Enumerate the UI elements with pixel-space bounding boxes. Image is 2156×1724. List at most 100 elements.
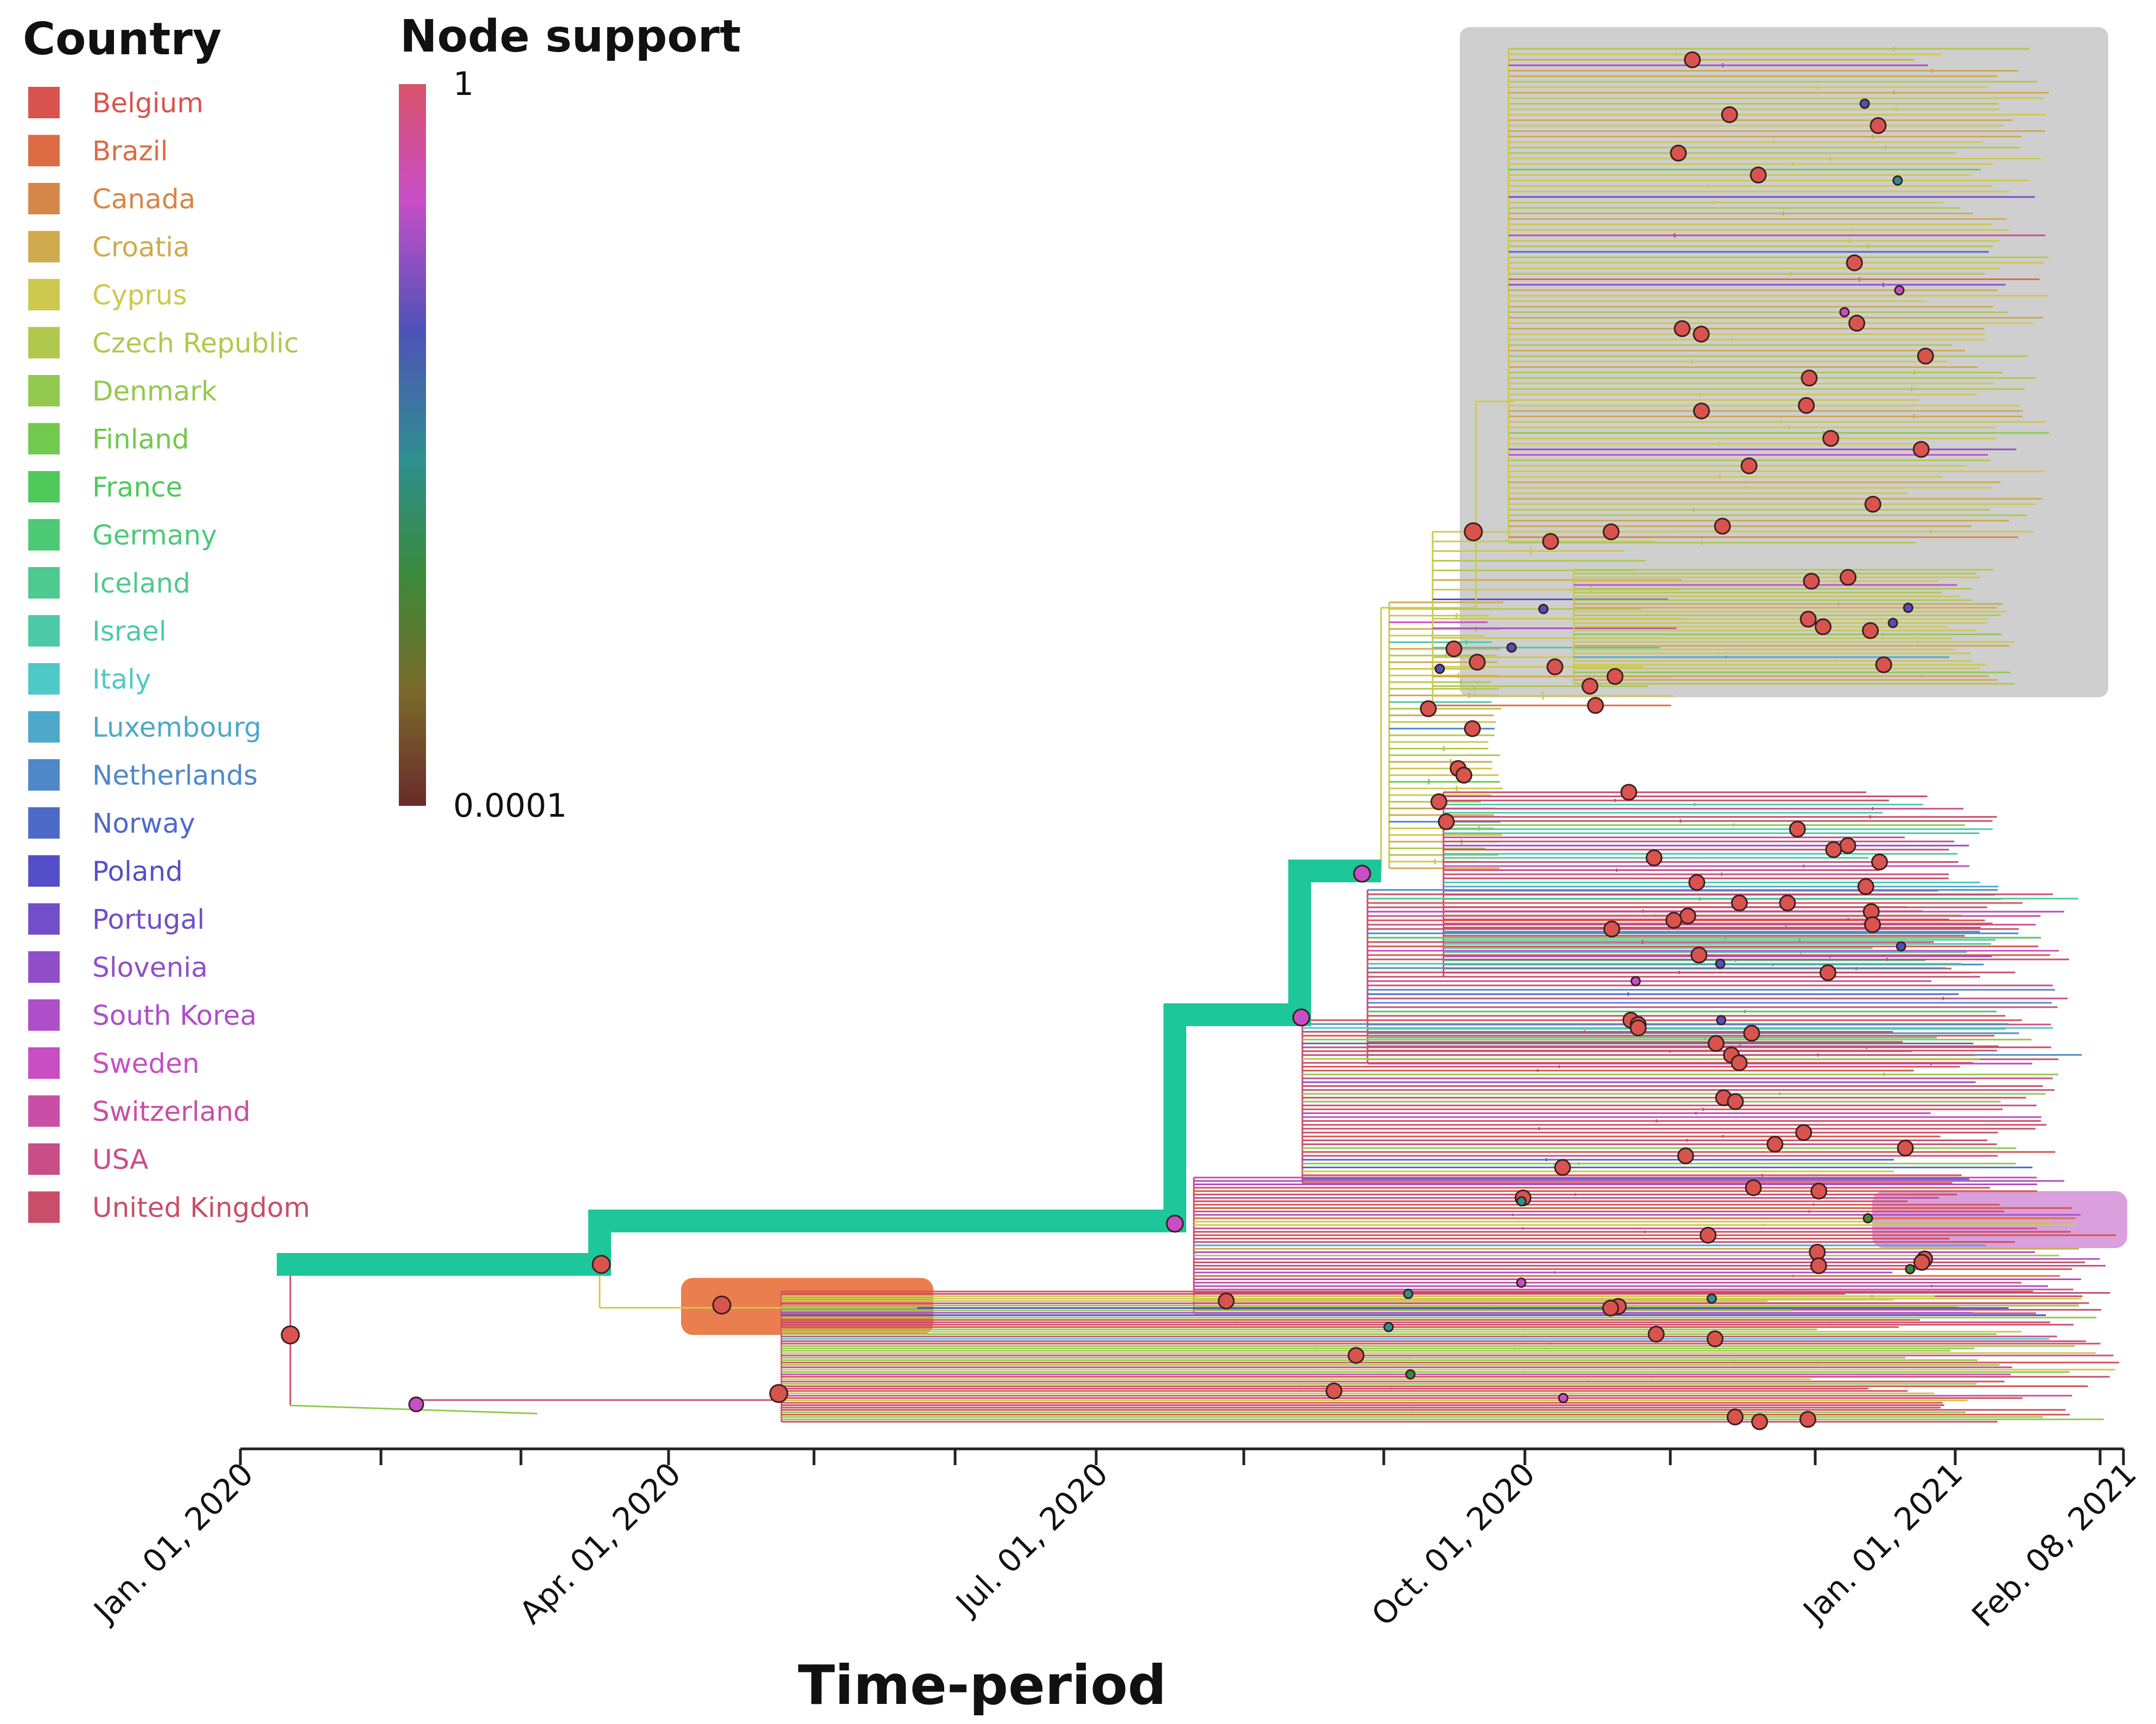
tree-node <box>1405 1369 1416 1380</box>
legend-entry: Czech Republic <box>28 327 299 359</box>
tree-node <box>1688 874 1706 891</box>
legend-swatch <box>28 327 60 359</box>
tree-node <box>1606 668 1624 685</box>
legend-entry: Denmark <box>28 375 217 407</box>
tree-node <box>1670 144 1687 162</box>
tree-node <box>1581 677 1599 695</box>
legend-entry: Luxembourg <box>28 711 262 743</box>
tree-node <box>1665 912 1682 929</box>
tree-node <box>1445 640 1462 658</box>
tree-node <box>1707 1035 1725 1052</box>
tree-node <box>1815 618 1832 635</box>
tree-node <box>1731 1054 1748 1072</box>
legend-label: United Kingdom <box>92 1192 310 1224</box>
tree-node <box>1859 98 1870 109</box>
tree-node <box>1716 1015 1727 1026</box>
country-legend-title: Country <box>23 14 221 65</box>
legend-swatch <box>28 759 60 791</box>
legend-label: Denmark <box>92 376 217 407</box>
legend-swatch <box>28 1191 60 1223</box>
legend-entry: Canada <box>28 183 195 215</box>
tree-node <box>1383 1321 1394 1332</box>
tick-label-jan-2020: Jan. 01, 2020 <box>86 1455 260 1630</box>
tick-label-jul-2020: Jul. 01, 2020 <box>948 1455 1115 1623</box>
legend-entry: France <box>28 471 182 503</box>
tree-node <box>1602 523 1620 540</box>
legend-entry: Croatia <box>28 231 190 263</box>
legend-swatch <box>28 279 60 310</box>
tree-node <box>1894 285 1905 296</box>
tree-node <box>1464 720 1481 737</box>
tree-node <box>1905 1264 1916 1275</box>
tree-node <box>1839 569 1856 586</box>
tree-node <box>1684 51 1701 68</box>
legend-label: Poland <box>92 856 183 887</box>
tree-node <box>1690 946 1708 964</box>
tree-node <box>1464 522 1483 542</box>
tree-node <box>1455 767 1473 784</box>
legend-entry: Sweden <box>28 1047 200 1079</box>
legend-swatch <box>28 999 60 1031</box>
tree-node <box>1839 307 1850 317</box>
legend-swatch <box>28 1143 60 1175</box>
legend-label: Netherlands <box>92 760 258 791</box>
legend-label: Israel <box>92 616 167 647</box>
legend-label: Switzerland <box>92 1096 251 1128</box>
tree-node <box>1693 402 1710 419</box>
tree-node <box>1325 1382 1343 1399</box>
legend-swatch <box>28 663 60 695</box>
legend-entry: Italy <box>28 663 151 695</box>
tree-node <box>1700 1226 1717 1244</box>
tree-node <box>1743 1025 1760 1042</box>
legend-label: Czech Republic <box>92 328 299 359</box>
tree-node <box>1779 894 1796 912</box>
legend-entry: USA <box>28 1143 148 1175</box>
legend-swatch <box>28 231 60 263</box>
legend-entry: United Kingdom <box>28 1191 310 1224</box>
tree-node <box>1677 1147 1694 1165</box>
axis-ticks <box>239 1449 2125 1465</box>
legend-swatch <box>28 807 60 839</box>
tree-node <box>1810 1182 1828 1200</box>
tree-node <box>1403 1288 1414 1299</box>
legend-swatch <box>28 711 60 743</box>
legend-entry: Belgium <box>28 87 203 119</box>
legend-entry: Iceland <box>28 567 190 599</box>
legend-swatch <box>28 375 60 406</box>
tree-node <box>712 1295 732 1315</box>
legend-label: Cyprus <box>92 279 187 311</box>
legend-label: Finland <box>92 424 189 455</box>
legend-swatch <box>28 471 60 502</box>
legend-label: France <box>92 472 182 503</box>
tree-node <box>1801 370 1818 387</box>
x-axis-title: Time-period <box>798 1653 1166 1717</box>
colorbar-min-label: 0.0001 <box>453 787 567 825</box>
tree-node <box>1745 1179 1762 1197</box>
legend-label: Brazil <box>92 136 168 167</box>
legend-label: Germany <box>92 520 217 551</box>
tree-node <box>1740 457 1758 474</box>
legend-entry: Poland <box>28 855 183 887</box>
tree-node <box>1516 1277 1527 1288</box>
legend-entry: Slovenia <box>28 951 208 983</box>
legend-entry: Portugal <box>28 903 205 936</box>
tree-node <box>1706 1293 1717 1304</box>
colorbar-max-label: 1 <box>453 65 474 103</box>
tree-node <box>1538 603 1549 614</box>
tree-node <box>1862 1213 1873 1224</box>
tree-node <box>1751 1413 1769 1430</box>
legend-label: Italy <box>92 664 151 695</box>
tree-node <box>1887 618 1898 628</box>
tick-label-apr-2020: Apr. 01, 2020 <box>512 1455 688 1631</box>
tree-node <box>1871 853 1888 870</box>
tree-node <box>1846 254 1863 271</box>
tree-node <box>281 1325 300 1345</box>
tree-node <box>1912 441 1930 458</box>
legend-entry: South Korea <box>28 999 257 1032</box>
tree-node <box>1166 1214 1184 1233</box>
legend-swatch <box>28 951 60 983</box>
tree-node <box>1516 1196 1527 1207</box>
legend-swatch <box>28 615 60 647</box>
legend-entry: Finland <box>28 423 189 455</box>
tree-node <box>1420 700 1437 717</box>
